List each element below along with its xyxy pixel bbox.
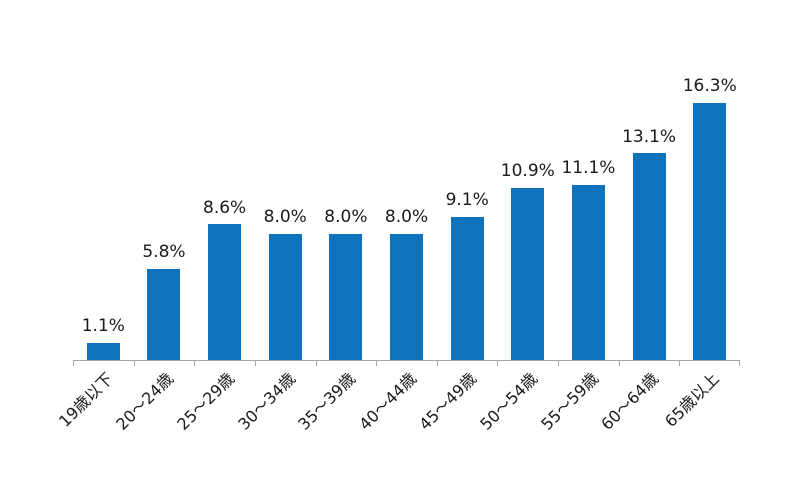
x-axis-category-label: 35〜39歳 xyxy=(294,369,360,434)
plot-area: 1.1% 5.8% 8.6% 8.0% 8.0% 8.0% 9.1% 10.9% 11.1% 13… xyxy=(73,0,740,361)
bar-column: 10.9% xyxy=(497,0,558,360)
x-axis-category-label: 19歳以下 xyxy=(54,369,117,431)
x-axis-category-label: 40〜44歳 xyxy=(355,369,420,434)
bar-value-label: 1.1% xyxy=(81,316,125,337)
bar xyxy=(450,216,484,360)
bar-column: 8.0% xyxy=(376,0,437,360)
axis-tick xyxy=(679,361,680,366)
axis-tick xyxy=(558,361,559,366)
axis-tick xyxy=(376,361,377,366)
bar-value-label: 5.8% xyxy=(142,241,186,262)
axis-tick xyxy=(73,361,74,366)
bar xyxy=(693,102,727,360)
axis-tick xyxy=(437,361,438,366)
x-axis-ticks xyxy=(73,361,740,367)
bar-column: 1.1% xyxy=(73,0,134,360)
bar-column: 9.1% xyxy=(437,0,498,360)
bar-value-label: 9.1% xyxy=(445,189,489,210)
bar-column: 16.3% xyxy=(679,0,740,360)
x-axis-category-label: 45〜49歳 xyxy=(415,369,481,434)
x-axis-category-label: 20〜24歳 xyxy=(112,369,178,434)
axis-tick xyxy=(316,361,317,366)
bar-value-label: 8.0% xyxy=(384,207,429,228)
bar-column: 8.0% xyxy=(255,0,316,360)
bar xyxy=(268,233,302,360)
bar-value-label: 13.1% xyxy=(622,126,677,147)
x-axis-category-label: 60〜64歳 xyxy=(597,369,663,434)
x-axis-labels: 19歳以下 20〜24歳 25〜29歳 30〜34歳 35〜39歳 40〜44歳 45〜49… xyxy=(55,361,740,489)
bar-value-label: 8.0% xyxy=(263,207,307,228)
bar-column: 8.6% xyxy=(194,0,255,360)
axis-tick xyxy=(739,361,740,366)
x-axis-category-label: 25〜29歳 xyxy=(173,369,239,434)
bar xyxy=(208,224,242,360)
x-axis-category-label: 30〜34歳 xyxy=(233,369,299,434)
bar xyxy=(632,153,666,360)
bar-value-label: 16.3% xyxy=(682,76,737,97)
axis-tick xyxy=(255,361,256,366)
bar-value-label: 10.9% xyxy=(500,161,555,182)
x-axis-category-label: 65歳以上 xyxy=(661,369,724,431)
bar-value-label: 8.0% xyxy=(324,207,368,228)
bar xyxy=(329,233,363,360)
bar-column: 13.1% xyxy=(619,0,680,360)
bar xyxy=(511,188,545,360)
x-axis-category-label: 55〜59歳 xyxy=(536,369,602,434)
bar-column: 11.1% xyxy=(558,0,619,360)
bar xyxy=(390,233,424,360)
bar-value-label: 8.6% xyxy=(203,197,247,218)
axis-tick xyxy=(619,361,620,366)
bar xyxy=(147,268,181,360)
axis-tick xyxy=(497,361,498,366)
axis-tick xyxy=(134,361,135,366)
bar-column: 5.8% xyxy=(134,0,195,360)
bar xyxy=(86,342,120,360)
bar-column: 8.0% xyxy=(316,0,377,360)
bar xyxy=(571,185,605,360)
axis-tick xyxy=(194,361,195,366)
x-axis-category-label: 50〜54歳 xyxy=(476,369,542,434)
bar-value-label: 11.1% xyxy=(561,158,616,179)
